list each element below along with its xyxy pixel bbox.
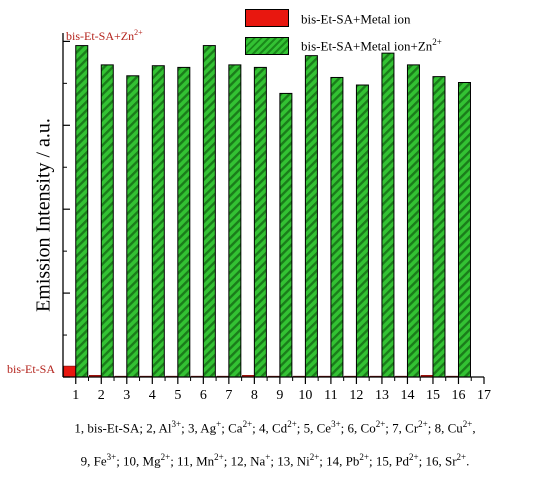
x-tick-label: 3	[123, 388, 130, 403]
legend-label-sup: 2+	[432, 37, 442, 48]
annotation-bis-et-sa: bis-Et-SA	[7, 362, 55, 377]
caption-text: ; Ca	[221, 420, 243, 436]
caption-sup: 2+	[462, 419, 473, 429]
x-tick-label: 8	[251, 388, 258, 403]
caption-text: .	[466, 453, 470, 469]
x-tick-label: 7	[225, 388, 232, 403]
caption-text: ; 13, Ni	[270, 453, 310, 469]
caption-text: ; 8, Cu	[427, 420, 463, 436]
bar-metal-ion-zn	[75, 45, 89, 378]
axes-layer: 1 2 3 4 5 6 7 8 9 10 11 12 13 14 15 16 17	[62, 33, 491, 403]
caption-text: ; 4, Cd	[252, 420, 288, 436]
caption-text: ; 11, Mn	[170, 453, 215, 469]
bar-metal-ion-zn	[177, 66, 191, 378]
x-tick-label: 16	[451, 388, 465, 403]
caption-text: ; 16, Sr	[418, 453, 457, 469]
caption-sup: +	[265, 452, 271, 462]
legend-swatch-green	[245, 37, 289, 55]
caption-sup: 2+	[456, 452, 467, 462]
legend-label: bis-Et-SA+Metal ion+Zn2+	[301, 37, 442, 54]
legend-swatch-red	[245, 9, 289, 27]
legend-item-metal-ion-zn: bis-Et-SA+Metal ion+Zn2+	[245, 37, 442, 55]
caption-text: ,	[472, 420, 476, 436]
x-tick-label: 17	[477, 388, 491, 403]
caption-text: ; 12, Na	[223, 453, 266, 469]
bar-metal-ion-zn	[279, 92, 293, 378]
x-tick-label: 10	[298, 388, 312, 403]
caption-text: 1, bis-Et-SA; 2, Al	[74, 420, 172, 436]
caption-sup: 2+	[409, 452, 419, 462]
legend-label-text: bis-Et-SA+Metal ion+Zn	[301, 38, 433, 54]
bar-metal-ion-zn	[228, 64, 242, 378]
bar-metal-ion-zn	[381, 52, 395, 378]
x-tick-label: 5	[174, 388, 181, 403]
caption-line-1: 1, bis-Et-SA; 2, Al3+; 3, Ag+; Ca2+; 4, …	[4, 419, 546, 436]
caption-text: ; 10, Mg	[116, 453, 161, 469]
bar-metal-ion-zn	[432, 76, 446, 378]
annotation-bis-et-sa-zn: bis-Et-SA+Zn2+	[66, 28, 143, 44]
bar-metal-ion-zn	[202, 45, 216, 378]
caption-sup: 2+	[214, 452, 224, 462]
caption-text: 9, Fe	[80, 453, 107, 469]
annotation-text: bis-Et-SA+Zn	[66, 29, 135, 43]
bar-metal-ion	[63, 365, 77, 378]
x-tick-label: 13	[375, 388, 389, 403]
caption-text: ; 14, Pb	[319, 453, 360, 469]
x-tick-label: 11	[324, 388, 337, 403]
x-tick-label: 2	[98, 388, 105, 403]
caption-text: ; 3, Ag	[181, 420, 217, 436]
caption-text: ; 7, Cr	[385, 420, 419, 436]
legend-item-metal-ion: bis-Et-SA+Metal ion	[245, 9, 411, 27]
caption-text: ; 15, Pd	[368, 453, 410, 469]
bar-metal-ion-zn	[330, 76, 344, 378]
bar-metal-ion-zn	[406, 64, 420, 378]
caption-sup: 2+	[359, 452, 369, 462]
bar-metal-ion-zn	[355, 84, 369, 378]
bar-metal-ion-zn	[304, 55, 318, 378]
x-tick-label: 9	[276, 388, 283, 403]
caption-sup: 2+	[160, 452, 171, 462]
annotation-text: bis-Et-SA	[7, 362, 55, 376]
legend-label-text: bis-Et-SA+Metal ion	[301, 11, 411, 27]
bars-layer	[63, 45, 471, 378]
bar-metal-ion-zn	[100, 64, 114, 378]
caption-sup: 3+	[171, 419, 182, 429]
caption-line-2: 9, Fe3+; 10, Mg2+; 11, Mn2+; 12, Na+; 13…	[4, 452, 546, 469]
caption-text: ; 6, Co	[340, 420, 376, 436]
x-tick-label: 15	[426, 388, 440, 403]
y-axis-label-text: Emission Intensity / a.u.	[32, 118, 55, 312]
caption-sup: 2+	[309, 452, 320, 462]
x-tick-label: 14	[400, 388, 414, 403]
bar-metal-ion-zn	[126, 75, 140, 378]
x-tick-label: 6	[200, 388, 207, 403]
caption-text: ; 5, Ce	[296, 420, 332, 436]
x-tick-label: 12	[349, 388, 363, 403]
annotation-sup: 2+	[134, 28, 143, 37]
caption-sup: 3+	[331, 419, 341, 429]
x-tick-label: 4	[149, 388, 156, 403]
bar-metal-ion-zn	[151, 65, 165, 378]
x-tick-label: 1	[72, 388, 79, 403]
caption-sup: 3+	[106, 452, 117, 462]
caption-sup: 2+	[418, 419, 428, 429]
legend-label: bis-Et-SA+Metal ion	[301, 9, 411, 27]
caption-sup: 2+	[287, 419, 297, 429]
caption-sup: 2+	[375, 419, 386, 429]
caption-sup: 2+	[242, 419, 253, 429]
bar-metal-ion-zn	[253, 66, 267, 378]
caption-sup: +	[216, 419, 222, 429]
bar-metal-ion-zn	[457, 82, 471, 378]
